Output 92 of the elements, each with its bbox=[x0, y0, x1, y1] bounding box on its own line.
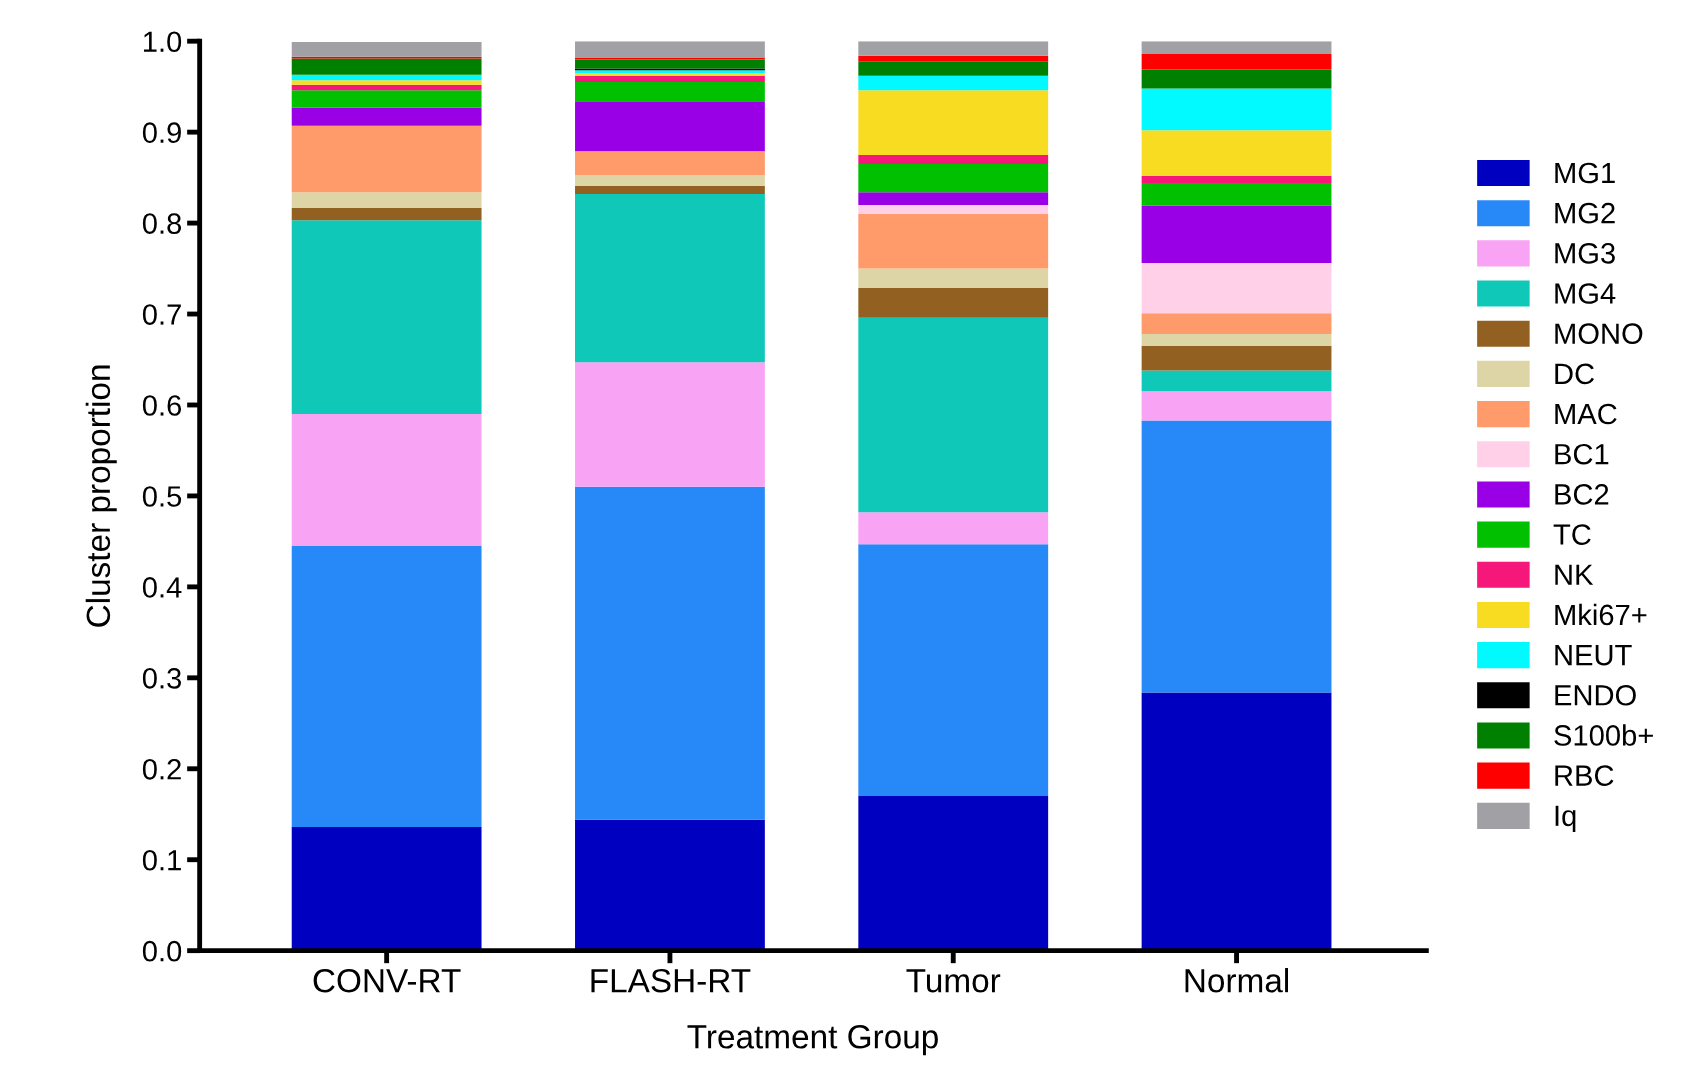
bar bbox=[291, 207, 482, 221]
bar bbox=[1141, 313, 1332, 335]
bar bbox=[1141, 420, 1332, 693]
bar bbox=[1141, 391, 1332, 421]
legend-label: MG3 bbox=[1555, 243, 1615, 264]
y-axis-title: Cluster proportion bbox=[85, 365, 117, 627]
bar bbox=[858, 287, 1049, 318]
bar bbox=[1141, 175, 1332, 184]
x-tick-label: FLASH-RT bbox=[591, 968, 751, 993]
y-tick-label: 0.8 bbox=[142, 213, 182, 234]
bar bbox=[291, 826, 482, 951]
legend-label: NEUT bbox=[1555, 645, 1632, 666]
bar bbox=[575, 151, 765, 175]
legend-label: RBC bbox=[1555, 765, 1614, 786]
bar bbox=[1141, 69, 1332, 89]
bar bbox=[291, 192, 482, 208]
y-tick-label: 0.9 bbox=[142, 122, 181, 143]
y-tick-label: 0.1 bbox=[142, 849, 181, 871]
bar bbox=[858, 154, 1049, 164]
bar bbox=[291, 220, 482, 415]
legend-label: MG2 bbox=[1555, 202, 1615, 224]
legend-label: S100b+ bbox=[1554, 724, 1653, 746]
y-tick-label: 0.4 bbox=[142, 577, 182, 598]
bar bbox=[858, 41, 1049, 56]
y-tick-label: 0.5 bbox=[142, 486, 182, 507]
legend-label: NK bbox=[1555, 564, 1594, 585]
bar bbox=[575, 174, 765, 186]
bar bbox=[575, 819, 765, 951]
legend-label: MONO bbox=[1555, 323, 1643, 344]
bar bbox=[858, 55, 1049, 62]
y-tick-label: 0.6 bbox=[142, 395, 182, 416]
legend-label: Iq bbox=[1555, 805, 1576, 832]
bar bbox=[575, 362, 765, 487]
legend-label: DC bbox=[1555, 363, 1594, 385]
y-tick-label: 0.7 bbox=[142, 304, 181, 325]
bar bbox=[1141, 370, 1332, 392]
bar bbox=[1141, 345, 1332, 371]
y-tick-label: 1.0 bbox=[143, 31, 182, 53]
bar bbox=[575, 82, 765, 102]
bar bbox=[291, 545, 482, 827]
bar bbox=[858, 75, 1049, 91]
legend-label: MAC bbox=[1555, 403, 1617, 425]
bar bbox=[291, 84, 482, 91]
bar bbox=[858, 90, 1049, 155]
legend-label: Mki67+ bbox=[1555, 603, 1647, 626]
bar bbox=[575, 59, 765, 69]
bar bbox=[291, 58, 482, 75]
bar bbox=[858, 192, 1049, 205]
bar bbox=[1141, 263, 1332, 314]
bar bbox=[575, 75, 765, 83]
y-tick-label: 0.0 bbox=[142, 940, 182, 962]
x-tick-label: Normal bbox=[1185, 968, 1289, 993]
bar bbox=[1141, 334, 1332, 346]
x-axis-title: Treatment Group bbox=[687, 1024, 938, 1056]
legend-label: ENDO bbox=[1555, 684, 1636, 706]
bar bbox=[858, 213, 1049, 269]
bar bbox=[858, 61, 1049, 76]
bar bbox=[858, 204, 1049, 214]
x-tick-label: Tumor bbox=[906, 969, 1001, 993]
bar bbox=[1141, 53, 1332, 70]
bar bbox=[575, 185, 765, 194]
bar bbox=[575, 486, 765, 820]
bar bbox=[291, 125, 482, 193]
bar bbox=[858, 544, 1049, 797]
bar bbox=[858, 512, 1049, 545]
legend-label: BC2 bbox=[1555, 484, 1609, 505]
bar bbox=[1141, 205, 1332, 264]
bar bbox=[575, 41, 765, 58]
bar bbox=[858, 796, 1049, 951]
bar bbox=[858, 317, 1049, 513]
legend-label: MG4 bbox=[1555, 283, 1616, 304]
bar bbox=[291, 107, 482, 126]
bar bbox=[1141, 692, 1332, 951]
bar bbox=[291, 74, 482, 81]
y-tick-label: 0.2 bbox=[142, 758, 181, 780]
bar bbox=[1141, 130, 1332, 176]
bar bbox=[1141, 88, 1332, 131]
legend-label: TC bbox=[1553, 524, 1591, 545]
legend-label: MG1 bbox=[1555, 162, 1615, 184]
bar bbox=[858, 268, 1049, 288]
bar bbox=[575, 101, 765, 152]
bar bbox=[1141, 183, 1332, 206]
bar bbox=[291, 414, 482, 546]
bar bbox=[858, 163, 1049, 193]
bar bbox=[291, 42, 482, 57]
bar bbox=[291, 90, 482, 108]
x-tick-label: CONV-RT bbox=[313, 968, 461, 993]
bar bbox=[291, 80, 482, 85]
legend-label: BC1 bbox=[1555, 443, 1609, 465]
bar bbox=[575, 193, 765, 363]
y-tick-label: 0.3 bbox=[142, 668, 182, 689]
bar bbox=[1141, 41, 1332, 54]
